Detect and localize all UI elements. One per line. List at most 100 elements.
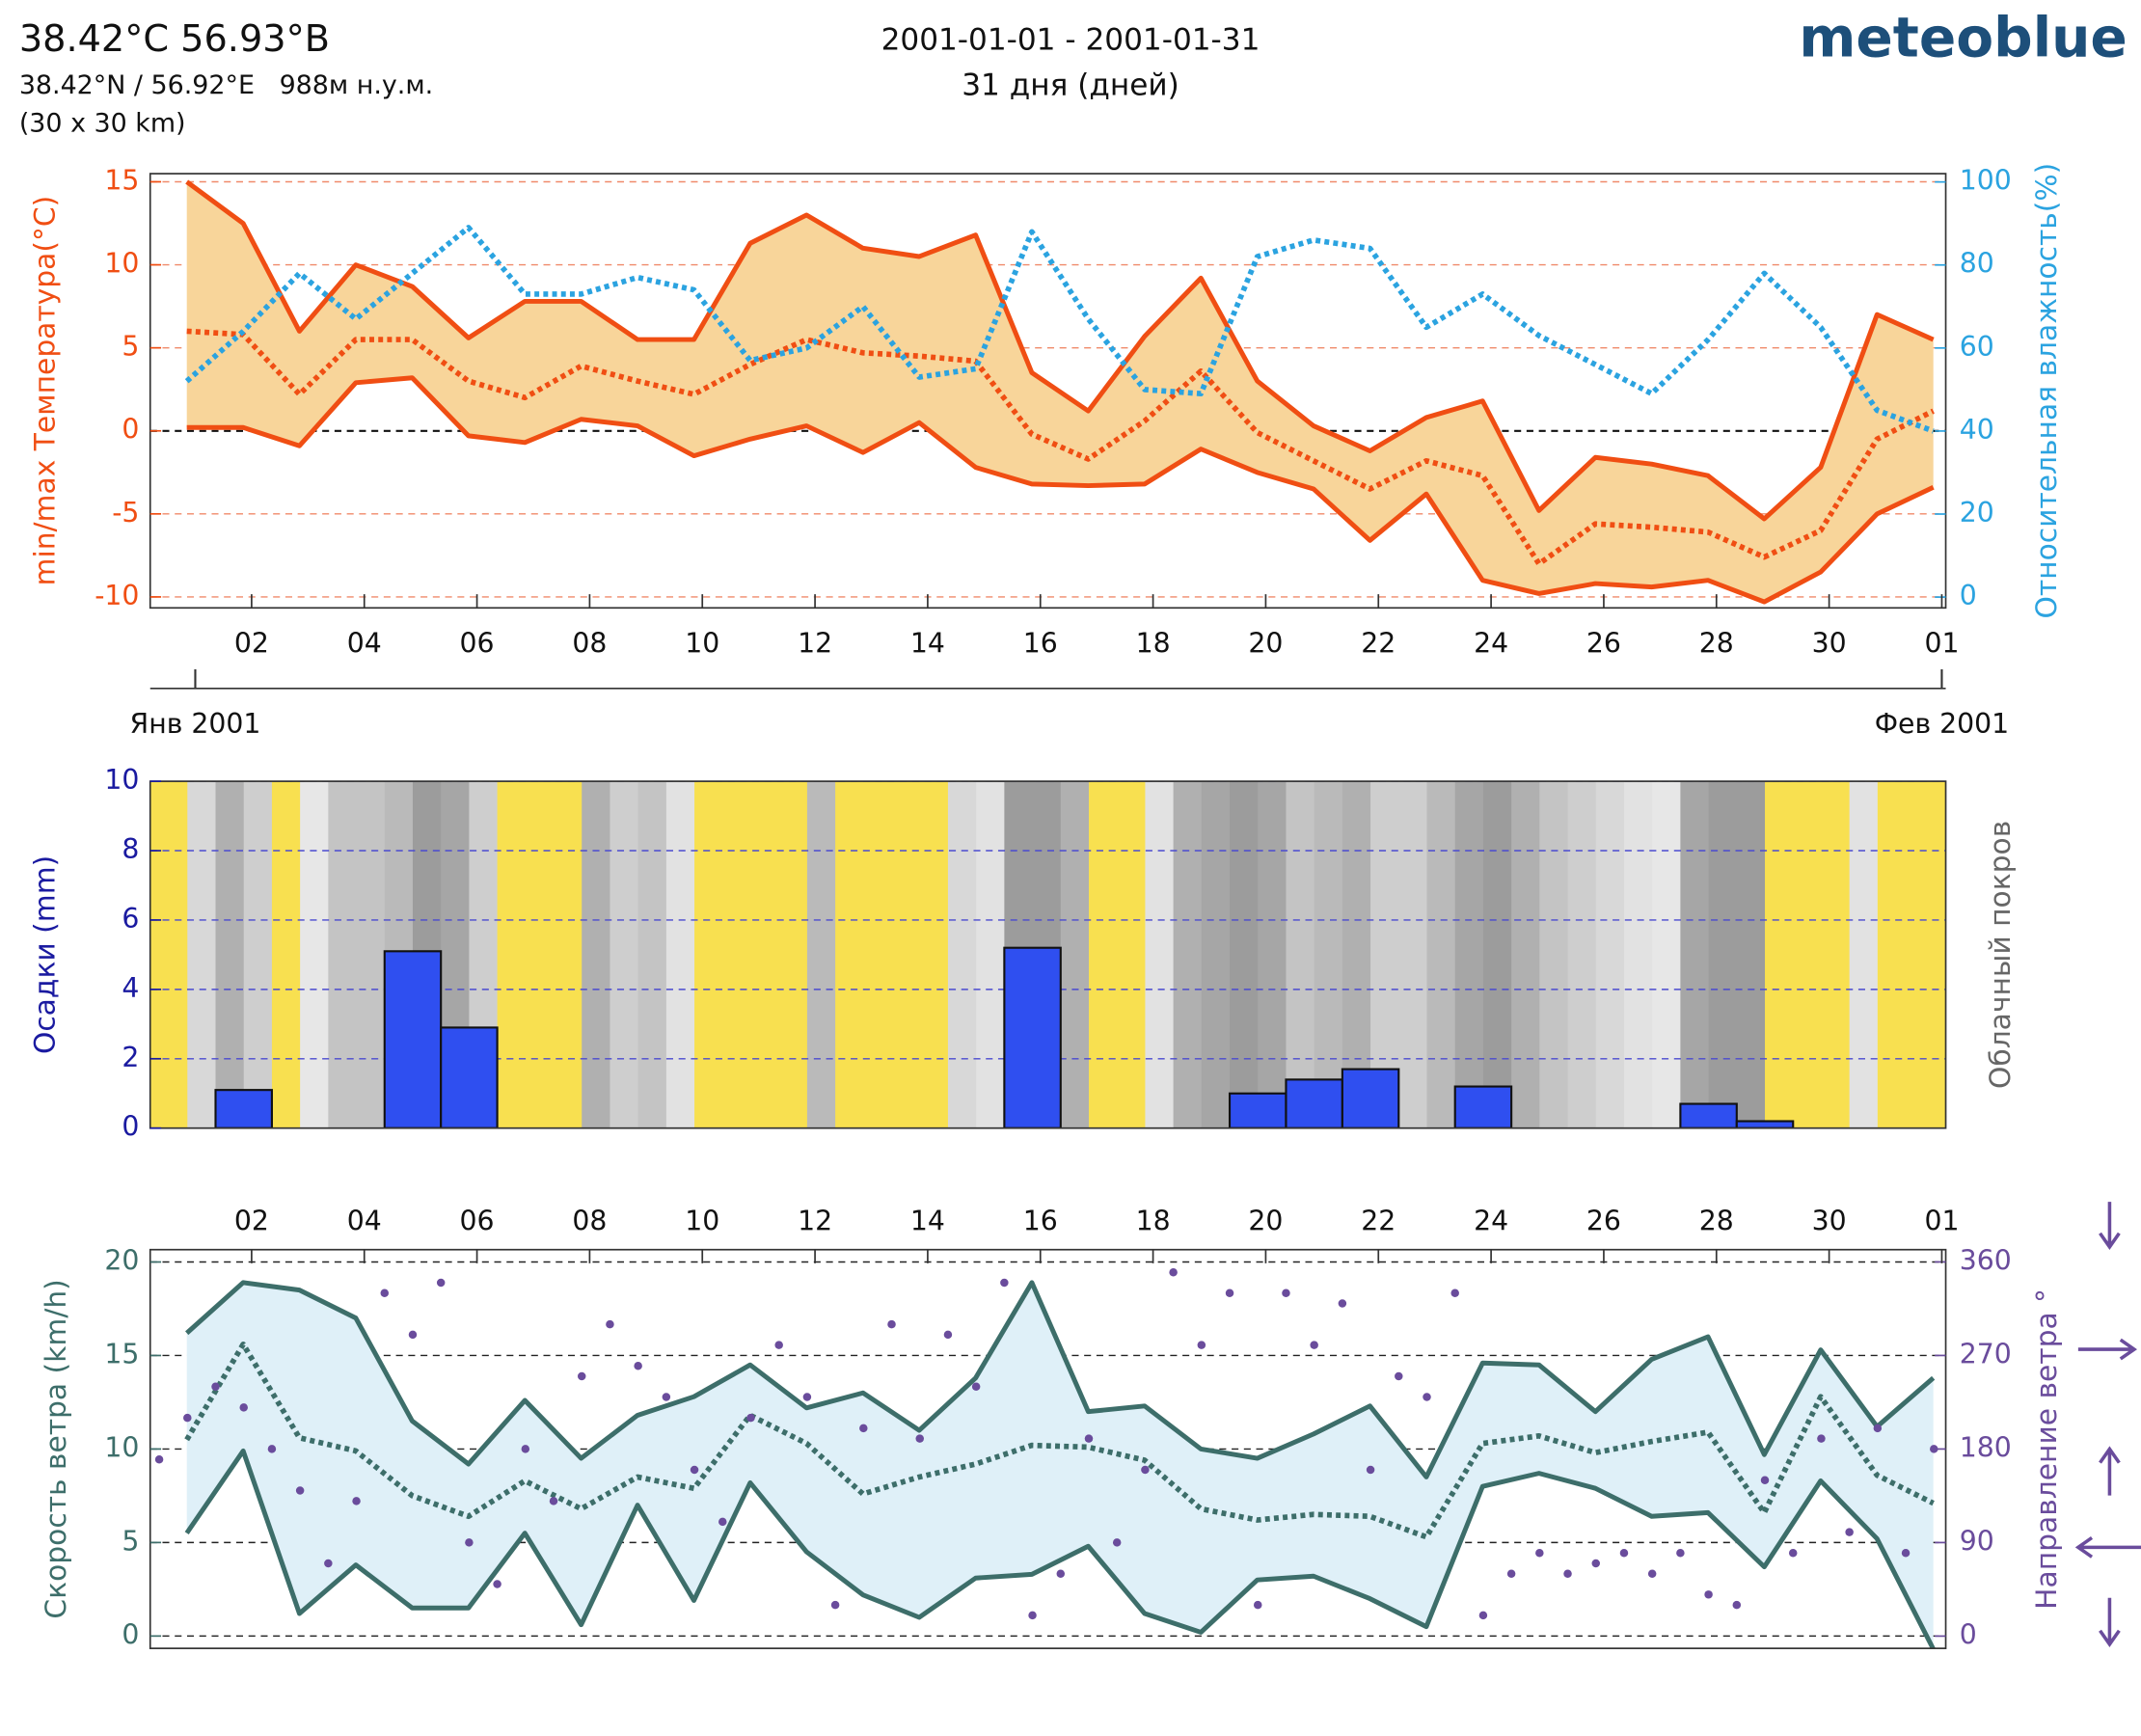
wind-direction-dot: [1338, 1299, 1347, 1308]
wind-direction-dot: [943, 1330, 953, 1340]
y2-tick-label: 80: [1960, 248, 1994, 280]
x-tick-label: 08: [572, 1205, 607, 1236]
cloud-cover: [863, 781, 893, 1128]
wind-direction-dot: [1056, 1569, 1066, 1579]
y-tick-label: 15: [104, 1338, 139, 1370]
y-axis-title: Осадки (mm): [29, 855, 63, 1054]
x-tick-label: 30: [1812, 1205, 1847, 1236]
cloud-cover: [1173, 781, 1203, 1128]
wind-direction-dot: [211, 1382, 220, 1392]
precipitation-bar: [1228, 1092, 1287, 1128]
cloud-cover: [1286, 781, 1315, 1128]
cloud-cover: [356, 781, 386, 1128]
x-tick-label: 01: [1924, 1205, 1959, 1236]
series-line: [184, 1448, 1936, 1649]
x-tick-label: 06: [460, 628, 495, 660]
wind-direction-dot: [1141, 1465, 1150, 1475]
precipitation-bar: [1679, 1102, 1738, 1128]
cloud-cover: [1426, 781, 1456, 1128]
precipitation-bar: [1003, 946, 1062, 1128]
arrow-west: [2074, 1536, 2141, 1559]
precipitation-bar: [440, 1026, 499, 1128]
period: 2001-01-01 - 2001-01-31: [881, 23, 1260, 58]
cloud-cover: [554, 781, 583, 1128]
wind-direction-dot: [662, 1393, 671, 1401]
wind-direction-dot: [1254, 1600, 1262, 1610]
y-axis-title: min/max Температура(°C): [29, 196, 63, 586]
x-tick-label: 26: [1586, 628, 1621, 660]
series-line: [185, 179, 1935, 522]
x-tick-label: 10: [685, 628, 719, 660]
x-tick-label: 24: [1474, 628, 1508, 660]
wind-direction-dot: [1591, 1559, 1601, 1568]
wind-direction-dot: [1788, 1548, 1798, 1558]
y-tick-label: 0: [122, 414, 139, 446]
cloud-cover: [1454, 781, 1484, 1128]
wind-direction-dot: [1478, 1611, 1488, 1620]
x-tick-label: 02: [234, 628, 269, 660]
wind-direction-dot: [830, 1600, 840, 1610]
cloud-cover: [1314, 781, 1343, 1128]
y-tick-label: -10: [95, 580, 139, 611]
y-tick-label: 5: [122, 331, 139, 363]
wind-direction-dot: [1084, 1434, 1094, 1443]
y2-tick-label: 100: [1960, 165, 2012, 197]
wind-direction-dot: [1028, 1611, 1037, 1620]
precipitation-bar: [383, 950, 443, 1128]
wind-direction-dot: [1845, 1528, 1854, 1536]
cloud-cover: [750, 781, 780, 1128]
y2-tick-label: 90: [1960, 1525, 1994, 1557]
y-tick-label: 8: [122, 833, 139, 865]
precipitation-bar: [1453, 1085, 1513, 1128]
wind-direction-dot: [1225, 1288, 1234, 1298]
wind-direction-dot: [746, 1413, 755, 1423]
wind-direction-dot: [154, 1454, 164, 1464]
cloud-cover: [1793, 781, 1823, 1128]
wind-direction-dot: [690, 1465, 699, 1475]
precipitation-bar: [1285, 1078, 1343, 1128]
x-tick-label: 14: [910, 1205, 945, 1236]
y-tick-label: 15: [104, 164, 139, 196]
wind-direction-dot: [1930, 1445, 1938, 1453]
wind-direction-dot: [352, 1497, 361, 1505]
x-tick-label: 04: [347, 1205, 382, 1236]
precipitation-bar: [214, 1089, 273, 1128]
wind-direction-dot: [971, 1382, 981, 1392]
cloud-cover: [271, 781, 301, 1128]
y-tick-label: 10: [104, 248, 139, 280]
cloud-cover: [582, 781, 611, 1128]
cloud-cover: [947, 781, 977, 1128]
y2-tick-label: 20: [1960, 497, 1994, 529]
x-tick-label: 08: [572, 628, 607, 660]
wind-direction-dot: [408, 1330, 418, 1340]
cloud-cover: [1736, 781, 1766, 1128]
wind-direction-dot: [1901, 1548, 1911, 1558]
cloud-cover: [665, 781, 695, 1128]
month-label: Янв 2001: [130, 708, 261, 740]
y-tick-label: 5: [122, 1525, 139, 1557]
day-count: 31 дня (дней): [962, 68, 1179, 102]
wind-direction-dot: [577, 1371, 586, 1381]
cloud-cover: [1877, 781, 1907, 1128]
y-tick-label: 0: [122, 1111, 139, 1143]
plot-frame: [149, 780, 1947, 1129]
wind-direction-dot: [1647, 1569, 1657, 1579]
wind-direction-dot: [183, 1413, 192, 1423]
x-tick-label: 18: [1136, 628, 1171, 660]
x-tick-label: 12: [798, 628, 832, 660]
y-tick-label: 20: [104, 1245, 139, 1277]
wind-direction-dot: [1310, 1341, 1318, 1349]
y-tick-label: 4: [122, 972, 139, 1004]
plot-frame: [149, 173, 1947, 610]
cloud-cover: [1934, 781, 1946, 1128]
y-axis-title: Скорость ветра (km/h): [40, 1279, 73, 1618]
series-line: [186, 375, 1935, 605]
cloud-cover: [1595, 781, 1625, 1128]
cloud-cover: [1117, 781, 1147, 1128]
y-tick-label: 10: [104, 764, 139, 796]
wind-direction-dot: [1535, 1548, 1544, 1558]
cloud-cover: [1145, 781, 1175, 1128]
wind-direction-dot: [1817, 1434, 1826, 1443]
cloud-cover: [806, 781, 836, 1128]
cloud-cover: [610, 781, 639, 1128]
